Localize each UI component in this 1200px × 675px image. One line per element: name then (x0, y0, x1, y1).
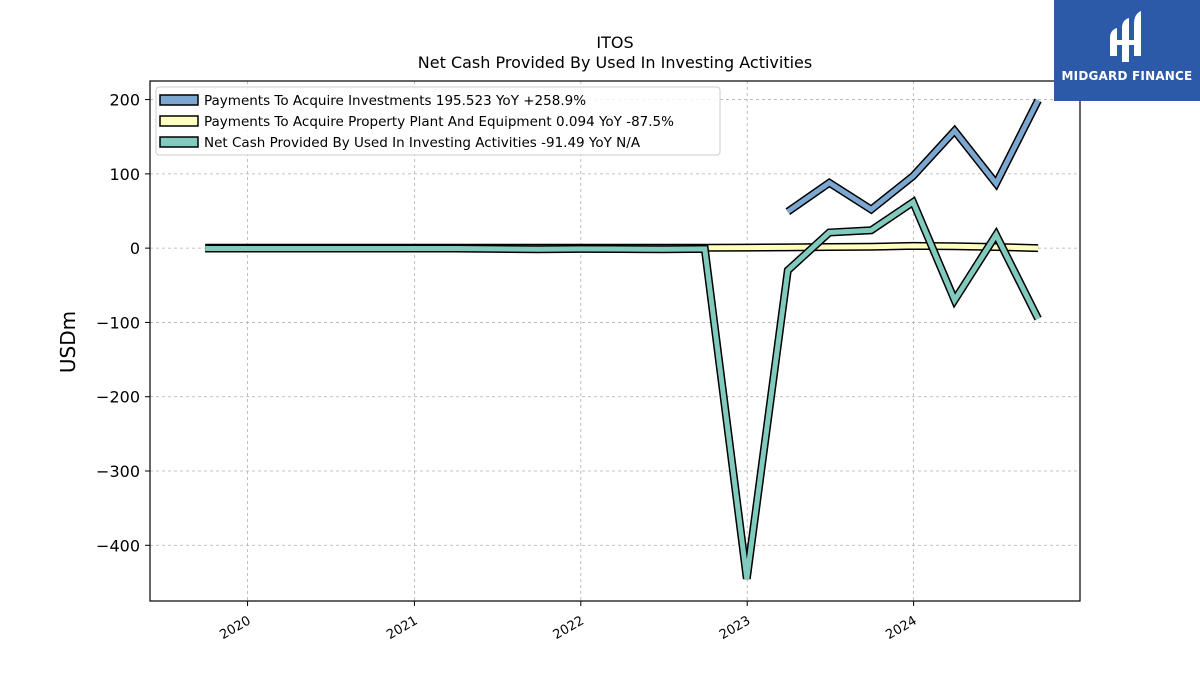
brand-logo: MIDGARD FINANCE (1054, 0, 1200, 101)
x-tick-label: 2021 (384, 613, 420, 643)
legend-swatch (159, 94, 199, 106)
y-tick-label: 200 (109, 91, 140, 110)
chart-title: ITOS (596, 33, 633, 52)
x-tick-label: 2022 (551, 613, 587, 643)
legend-box (155, 86, 721, 156)
legend: Payments To Acquire Investments 195.523 … (155, 86, 721, 156)
series-layer (205, 98, 1042, 580)
y-tick-label: 0 (130, 239, 140, 258)
legend-entry: Payments To Acquire Investments 195.523 … (204, 93, 586, 109)
legend-swatch (159, 136, 199, 148)
x-tick-label: 2023 (717, 613, 753, 643)
y-tick-label: −200 (96, 388, 140, 407)
y-ticks: 200 100 0 −100 −200 −300 −400 (96, 91, 150, 555)
series-line-outline (205, 196, 1042, 580)
logo-icon (1110, 11, 1141, 62)
x-tick-label: 2020 (217, 613, 253, 643)
x-ticks: 2020 2021 2022 2023 2024 (217, 601, 920, 643)
legend-swatch (159, 115, 199, 127)
plot-frame (149, 80, 1081, 602)
y-tick-label: −300 (96, 462, 140, 481)
y-axis-label: USDm (56, 311, 80, 373)
y-tick-label: 100 (109, 165, 140, 184)
y-tick-label: −100 (96, 313, 140, 332)
chart-subtitle: Net Cash Provided By Used In Investing A… (418, 53, 812, 72)
series-line (205, 198, 1041, 580)
legend-entry: Payments To Acquire Property Plant And E… (204, 114, 674, 130)
series-line-outline (785, 98, 1042, 215)
x-tick-label: 2024 (883, 613, 919, 643)
logo-text: MIDGARD FINANCE (1061, 69, 1193, 83)
legend-entry: Net Cash Provided By Used In Investing A… (204, 135, 641, 151)
series-line (786, 99, 1041, 214)
grid (150, 81, 1080, 601)
y-tick-label: −400 (96, 536, 140, 555)
